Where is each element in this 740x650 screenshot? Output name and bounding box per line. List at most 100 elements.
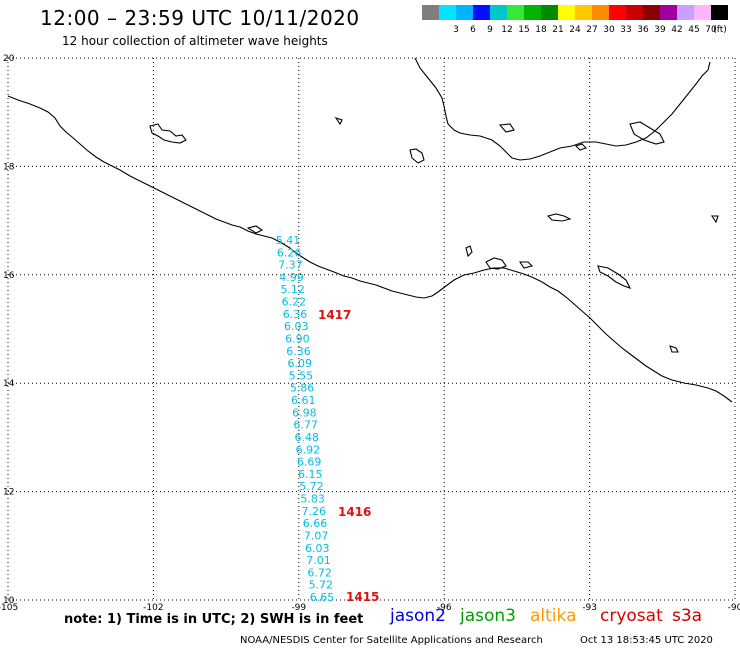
wave-height-value: 7.07 [304,529,329,542]
credit-line: NOAA/NESDIS Center for Satellite Applica… [240,635,543,646]
pass-time-label: 1416 [338,505,371,519]
legend-swatch [473,5,490,20]
pass-time-label: 1415 [346,590,379,604]
generation-timestamp: Oct 13 18:53:45 UTC 2020 [580,635,713,646]
wave-height-value: 4.99 [279,271,304,284]
legend-swatch [677,5,694,20]
island-13 [498,123,515,133]
wave-height-value: 5.12 [280,283,305,296]
wave-height-value: 5.41 [276,234,301,247]
legend-label: 36 [637,25,649,35]
latitude-tick-label: 20 [3,54,15,64]
legend-label: 42 [671,25,683,35]
legend-label: 3 [453,25,459,35]
wave-height-value: 6.65 [310,591,335,604]
wave-height-value: 6.03 [284,320,309,333]
wave-height-value: 6.66 [303,517,328,530]
footer-note: note: 1) Time is in UTC; 2) SWH is in fe… [64,612,364,627]
mission-altika: altika [530,606,577,626]
wave-height-value: 5.86 [290,382,315,395]
legend-swatch [507,5,524,20]
island-1 [149,123,187,144]
legend-label: 12 [501,25,513,35]
page-subtitle: 12 hour collection of altimeter wave hei… [62,34,328,48]
legend-label: 15 [518,25,530,35]
island-9 [669,345,679,353]
legend-swatch [575,5,592,20]
island-8 [246,225,264,234]
wave-height-value: 6.98 [292,406,317,419]
legend-label: 30 [603,25,615,35]
longitude-tick-label: -99 [291,603,306,613]
longitude-tick-label: -93 [582,603,597,613]
page-title: 12:00 – 23:59 UTC 10/11/2020 [40,6,360,30]
wave-height-value: 6.92 [296,443,321,456]
legend-unit: (ft) [713,25,727,35]
island-2 [409,148,425,164]
longitude-tick-label: -96 [437,603,452,613]
island-3 [546,213,572,222]
wave-height-value: 6.26 [277,246,302,259]
wave-height-value: 6.03 [305,542,330,555]
legend-label: 9 [487,25,493,35]
legend-label: 39 [654,25,666,35]
island-6 [518,261,534,269]
legend-swatch [558,5,575,20]
longitude-tick-label: -105 [0,603,18,613]
legend-swatch [592,5,609,20]
legend-label: 18 [535,25,547,35]
wave-height-value: 6.09 [287,357,312,370]
wave-height-value: 6.72 [307,566,332,579]
legend-label: 70 [705,25,717,35]
pass-times: 1417 1416 1415 [318,308,379,604]
wave-height-value: 7.26 [302,505,327,518]
legend-label: 21 [552,25,564,35]
wave-height-value: 6.61 [291,394,316,407]
mission-cryosat: cryosat [600,606,663,626]
mission-jason2: jason2 [390,606,446,626]
island-5 [597,265,632,289]
latitude-tick-label: 16 [3,271,15,281]
legend-swatch [626,5,643,20]
legend-swatch [490,5,507,20]
legend-label: 45 [688,25,700,35]
coastline [7,57,733,403]
latitude-tick-label: 14 [3,379,15,389]
island-11 [574,143,588,151]
wave-height-value: 6.22 [282,296,307,309]
legend-swatch [541,5,558,20]
legend-swatch [609,5,626,20]
legend-swatch [439,5,456,20]
wave-height-value: 6.77 [293,419,318,432]
wave-height-value: 6.36 [283,308,308,321]
wave-height-value: 6.69 [297,456,322,469]
legend-swatch [643,5,660,20]
island-10 [629,121,665,145]
legend-swatch [524,5,541,20]
wave-height-value: 6.48 [295,431,320,444]
longitude-tick-label: -102 [143,603,163,613]
wave-height-value: 5.72 [299,480,324,493]
wave-height-value: 6.90 [285,332,310,345]
gulf-of-mexico-coastline [414,57,711,161]
legend-label: 24 [569,25,581,35]
island-7 [465,245,473,258]
wave-height-value: 7.37 [278,259,303,272]
legend-swatch [660,5,677,20]
wave-height-value: 5.83 [300,493,325,506]
island-12 [334,116,343,126]
legend-label: 6 [470,25,476,35]
island-4 [485,257,507,270]
latitude-tick-label: 10 [3,596,15,606]
legend-label: 33 [620,25,632,35]
mexico-pacific-coastline [7,95,733,403]
altimeter-track: 5.416.267.374.995.126.226.366.036.906.36… [276,234,335,604]
legend-label: 27 [586,25,598,35]
mission-s3a: s3a [672,606,703,626]
wave-height-value: 7.01 [306,554,331,567]
pass-time-label: 1417 [318,308,351,322]
wave-height-value: 6.15 [298,468,323,481]
latitude-tick-label: 12 [3,488,14,498]
longitude-tick-label: -90 [728,603,740,613]
